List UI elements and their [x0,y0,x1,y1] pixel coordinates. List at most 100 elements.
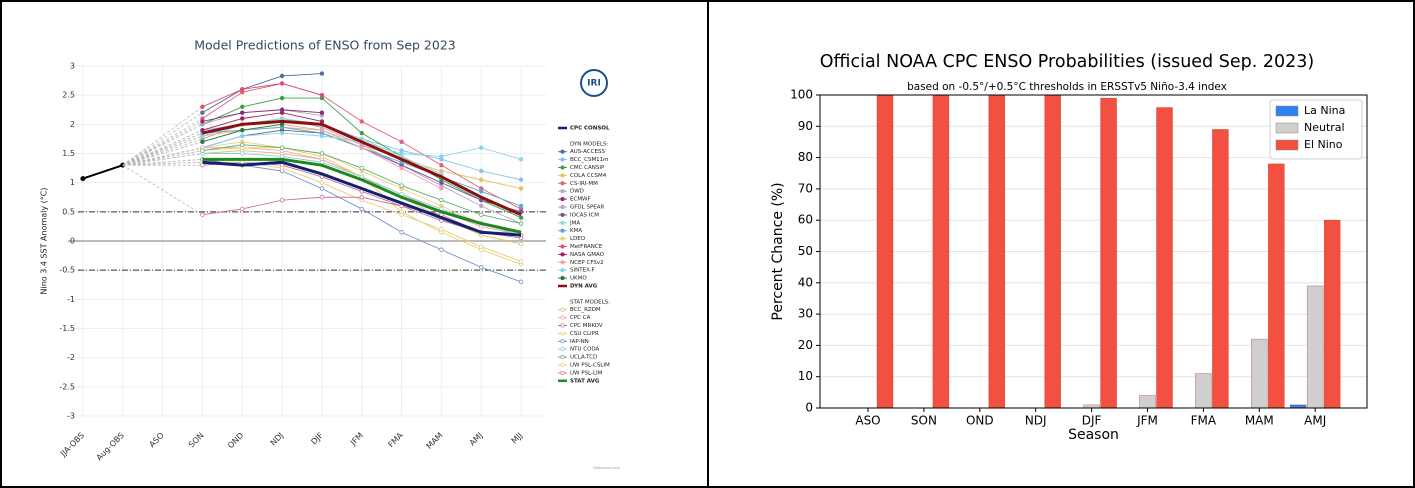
model-marker [240,127,245,133]
model-marker [439,197,444,203]
legend-label: UW PSL-LIM [570,370,603,376]
model-marker [240,142,245,147]
credit: Statcharts.com [593,466,620,470]
legend-label: CMC CANSIP [570,165,605,171]
y-tick-label: 100 [790,88,813,102]
series-line [202,73,322,114]
legend-marker [560,339,565,344]
y-tick-label: 0.5 [62,207,75,216]
bar [1306,285,1324,409]
series-line [202,160,522,237]
x-tick-label: JFM [348,431,365,448]
chart-subtitle: based on -0.5°/+0.5°C thresholds in ERSS… [907,81,1227,93]
y-tick-label: 80 [798,150,813,164]
model-marker [200,119,205,124]
legend-label: BCC_RZDM [570,307,601,313]
bar [876,94,894,409]
legend-label: MetFRANCE [570,244,603,250]
bar [1139,395,1156,409]
legend-marker [560,189,565,194]
x-tick-label: JJA-OBS [58,431,86,459]
chart-title: Official NOAA CPC ENSO Probabilities (is… [820,52,1314,72]
model-marker [359,119,364,124]
model-marker [399,212,404,217]
model-marker [399,165,404,171]
model-marker [479,265,484,270]
legend-marker [560,331,565,336]
y-tick-label: -2.5 [59,382,75,391]
x-tick-label: SON [911,414,937,428]
legend-label: CSU CLIPR [570,331,599,337]
x-tick-label: DJF [1082,414,1102,428]
legend-label: AUS-ACCESS [570,149,605,155]
model-marker [439,227,444,232]
model-marker [200,104,205,110]
x-tick-label: ASO [855,414,880,428]
legend-label: CS-IRI-MM [570,181,598,187]
legend-label: UKMO [570,276,587,282]
bar [1044,94,1061,409]
model-marker [279,73,285,79]
model-marker [279,130,285,136]
legend-marker [560,276,565,281]
model-marker [319,195,325,200]
model-marker [479,177,484,182]
model-marker [319,119,325,124]
y-tick-label: 90 [798,119,813,133]
y-tick-label: 1 [70,178,75,187]
y-tick-label: 1.5 [62,149,75,158]
model-marker [240,104,245,110]
bar [1100,97,1117,409]
model-marker [479,244,484,250]
model-marker [319,110,325,115]
model-marker [279,145,285,150]
model-marker [399,183,404,188]
legend-marker [560,212,565,217]
x-tick-label: SON [187,431,206,450]
y-tick-label: -0.5 [59,266,75,275]
legend-label: STAT AVG [570,378,600,384]
model-marker [200,148,205,153]
x-tick-label: Aug-OBS [94,431,125,462]
model-marker [319,92,325,98]
series-line [202,109,322,122]
legend-label: DYN AVG [570,284,598,290]
legend-label: ECMWF [570,197,591,203]
connector [122,112,203,166]
legend-swatch [1275,105,1299,117]
legend-swatch [1275,139,1299,151]
model-marker [200,110,205,115]
model-marker [518,241,524,247]
legend-label: BCC_CSM11m [570,157,609,163]
connector [122,164,203,216]
x-tick-label: AMJ [1304,414,1326,428]
model-marker [240,116,245,121]
model-marker [279,110,285,115]
chart-title: Model Predictions of ENSO from Sep 2023 [194,38,456,53]
legend-label: DWD [570,189,584,195]
model-marker [279,197,285,203]
model-marker [479,212,484,217]
legend-label: CPC CA [570,315,591,321]
model-marker [399,139,404,145]
model-marker [359,130,364,136]
x-tick-label: NDJ [269,431,286,448]
plot-frame [819,94,1368,409]
y-tick-label: 70 [798,181,813,195]
model-marker [240,110,245,115]
connector [122,161,203,166]
connector [122,106,203,166]
legend-label: La Nina [1304,104,1345,117]
logo-text: IRI [587,79,601,89]
connector [122,121,203,166]
x-tick-label: FMA [386,430,405,449]
model-marker [359,145,364,150]
legend-marker [560,315,565,320]
legend-marker [560,197,565,202]
model-marker [359,165,364,171]
model-marker [319,133,325,139]
y-tick-label: 10 [798,369,813,383]
model-marker [518,177,524,182]
legend-marker [560,347,565,352]
legend-marker [560,362,565,368]
